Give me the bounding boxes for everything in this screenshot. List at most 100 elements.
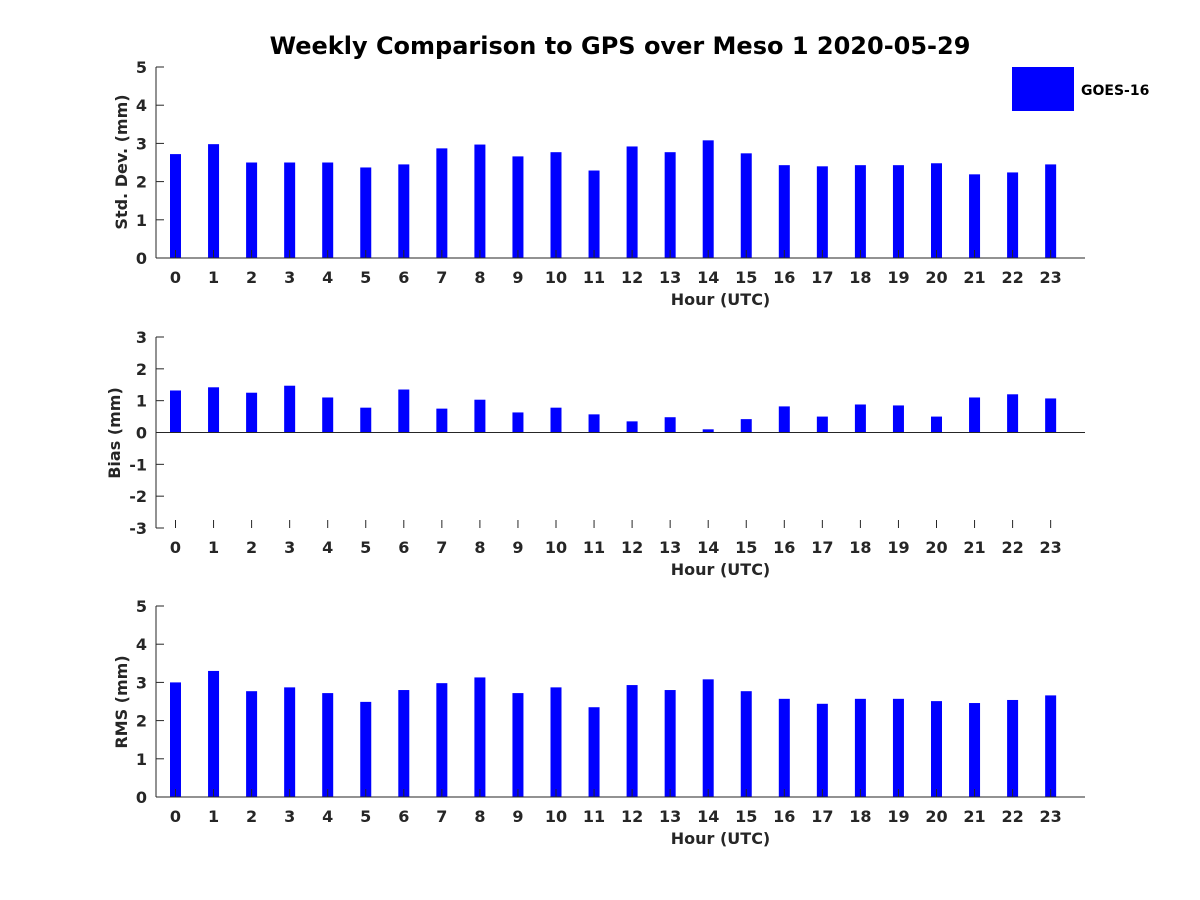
bias-bar-22: [1007, 394, 1019, 433]
std-dev-x-tick-label: 3: [284, 268, 295, 287]
bias-x-axis-label: Hour (UTC): [671, 560, 771, 579]
std-dev-x-tick-label: 11: [583, 268, 605, 287]
bias-bar-17: [816, 416, 828, 433]
std-dev-x-tick-label: 21: [963, 268, 985, 287]
bias-bar-23: [1045, 398, 1057, 433]
bias-x-tick-label: 4: [322, 538, 333, 557]
rms-bar-1: [208, 670, 220, 797]
rms-x-tick-label: 12: [621, 807, 643, 826]
std-dev-x-tick-label: 18: [849, 268, 871, 287]
std-dev-x-tick-label: 1: [208, 268, 219, 287]
bias-x-tick-label: 6: [398, 538, 409, 557]
bias-bar-18: [854, 404, 866, 433]
bias-bar-20: [931, 416, 942, 433]
std-dev-bar-20: [931, 163, 942, 258]
std-dev-x-tick-label: 0: [170, 268, 181, 287]
std-dev-x-tick-label: 23: [1040, 268, 1062, 287]
rms-bar-4: [322, 693, 334, 797]
std-dev-bar-13: [664, 152, 676, 258]
bias-x-tick-label: 13: [659, 538, 681, 557]
bias-bar-11: [588, 414, 600, 433]
std-dev-bar-18: [854, 165, 866, 258]
rms-y-axis-label: RMS (mm): [112, 655, 131, 748]
bias-bar-0: [170, 390, 181, 433]
std-dev-x-tick-label: 7: [436, 268, 447, 287]
rms-bar-12: [626, 685, 638, 797]
bias-bar-3: [284, 385, 296, 433]
rms-x-tick-label: 9: [512, 807, 523, 826]
std-dev-x-axis-label: Hour (UTC): [671, 290, 771, 309]
std-dev-bar-8: [474, 144, 486, 258]
bias-y-tick-label: 3: [136, 328, 147, 347]
std-dev-bar-21: [969, 174, 981, 258]
rms-bar-3: [284, 687, 296, 797]
bias-x-tick-label: 18: [849, 538, 871, 557]
rms-bar-9: [512, 693, 524, 797]
std-dev-y-tick-label: 1: [136, 211, 147, 230]
std-dev-x-tick-label: 16: [773, 268, 795, 287]
bias-x-tick-label: 14: [697, 538, 719, 557]
std-dev-bar-4: [322, 162, 334, 258]
bias-y-tick-label: -1: [129, 455, 147, 474]
rms-x-tick-label: 22: [1001, 807, 1023, 826]
std-dev-x-tick-label: 9: [512, 268, 523, 287]
std-dev-bar-7: [436, 148, 448, 258]
legend-swatch-goes-16: [1012, 67, 1074, 111]
rms-bar-10: [550, 687, 562, 797]
bias-x-tick-label: 1: [208, 538, 219, 557]
std-dev-x-tick-label: 13: [659, 268, 681, 287]
std-dev-bar-17: [816, 166, 828, 258]
std-dev-x-tick-label: 8: [474, 268, 485, 287]
bias-x-tick-label: 17: [811, 538, 833, 557]
rms-bar-8: [474, 677, 486, 797]
rms-y-tick-label: 5: [136, 597, 147, 616]
bias-bar-13: [664, 417, 676, 433]
std-dev-x-tick-label: 4: [322, 268, 333, 287]
rms-bar-20: [931, 701, 942, 797]
rms-bar-6: [398, 690, 410, 797]
rms-x-tick-label: 6: [398, 807, 409, 826]
std-dev-bar-15: [740, 153, 752, 258]
std-dev-y-tick-label: 3: [136, 134, 147, 153]
bias-x-tick-label: 0: [170, 538, 181, 557]
std-dev-y-tick-label: 5: [136, 58, 147, 77]
bias-bar-1: [208, 387, 220, 433]
rms-x-tick-label: 15: [735, 807, 757, 826]
bias-bar-7: [436, 408, 448, 433]
bias-x-tick-label: 10: [545, 538, 567, 557]
std-dev-y-tick-label: 0: [136, 249, 147, 268]
std-dev-x-tick-label: 20: [925, 268, 947, 287]
bias-x-tick-label: 5: [360, 538, 371, 557]
rms-x-tick-label: 19: [887, 807, 909, 826]
bias-y-tick-label: 2: [136, 360, 147, 379]
std-dev-bar-5: [360, 167, 372, 258]
bias-bar-14: [702, 429, 714, 433]
chart-title: Weekly Comparison to GPS over Meso 1 202…: [270, 32, 971, 60]
bias-bar-12: [626, 421, 638, 433]
rms-x-axis-label: Hour (UTC): [671, 829, 771, 848]
bias-x-tick-label: 12: [621, 538, 643, 557]
bias-x-tick-label: 2: [246, 538, 257, 557]
rms-x-tick-label: 7: [436, 807, 447, 826]
rms-x-tick-label: 23: [1040, 807, 1062, 826]
std-dev-bar-16: [778, 165, 790, 258]
rms-x-tick-label: 10: [545, 807, 567, 826]
bias-x-tick-label: 8: [474, 538, 485, 557]
bias-bar-4: [322, 397, 334, 433]
std-dev-bar-14: [702, 140, 714, 258]
std-dev-bar-0: [170, 154, 181, 258]
rms-x-tick-label: 1: [208, 807, 219, 826]
rms-x-tick-label: 3: [284, 807, 295, 826]
std-dev-bar-22: [1007, 172, 1019, 258]
bias-x-tick-label: 11: [583, 538, 605, 557]
rms-bar-13: [664, 690, 676, 797]
std-dev-bar-6: [398, 164, 410, 258]
rms-x-tick-label: 16: [773, 807, 795, 826]
rms-x-tick-label: 20: [925, 807, 947, 826]
bias-bar-5: [360, 407, 372, 433]
bias-x-tick-label: 22: [1001, 538, 1023, 557]
bias-bar-10: [550, 407, 562, 433]
bias-y-tick-label: -2: [129, 487, 147, 506]
bias-bar-2: [246, 392, 258, 433]
